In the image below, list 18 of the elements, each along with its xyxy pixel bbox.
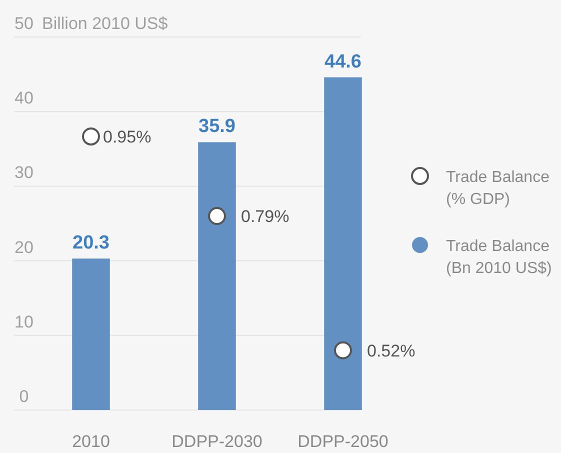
- x-tick-label: 2010: [72, 432, 110, 451]
- y-tick-label: 40: [14, 88, 34, 108]
- y-tick-label: 10: [14, 312, 34, 332]
- legend-label: Trade Balance (Bn 2010 US$): [446, 238, 552, 277]
- data-label: 0.95%: [103, 127, 152, 146]
- y-tick-label: 30: [14, 163, 34, 182]
- legend-label: Trade Balance (% GDP): [446, 169, 550, 208]
- y-tick-label: 50: [14, 14, 34, 33]
- y-tick-label: 0: [19, 387, 29, 406]
- y-axis-title: Billion 2010 US$: [42, 14, 168, 33]
- y-tick-label: 20: [14, 238, 34, 257]
- x-tick-label: DDPP-2030: [172, 432, 262, 451]
- x-tick-label: DDPP-2050: [298, 432, 388, 451]
- data-label: 20.3: [72, 232, 110, 254]
- data-label: 0.79%: [241, 207, 290, 226]
- data-label: 0.52%: [367, 341, 416, 360]
- data-label: 35.9: [198, 116, 236, 138]
- data-label: 44.6: [324, 51, 362, 72]
